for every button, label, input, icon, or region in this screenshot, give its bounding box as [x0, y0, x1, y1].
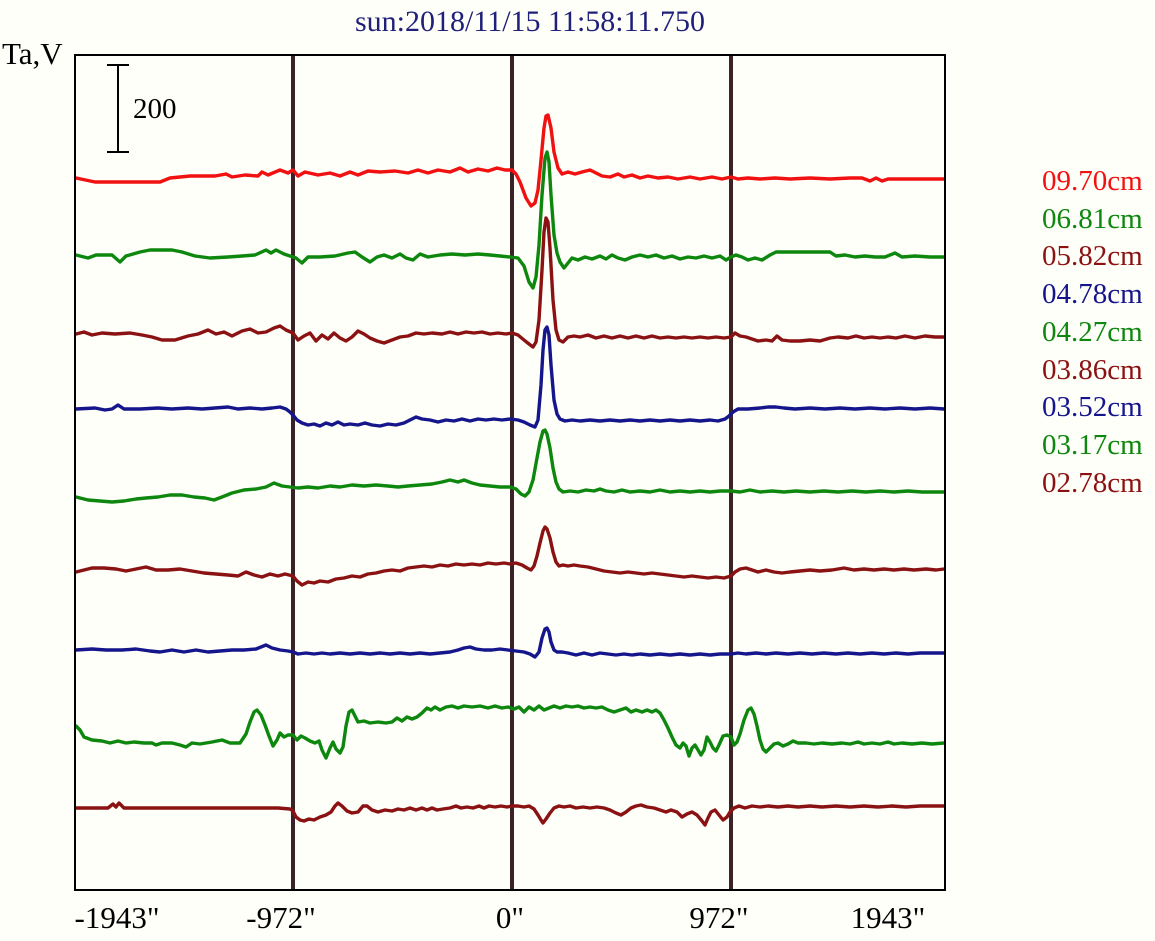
x-tick-labels: -1943" -972" 0" 972" 1943"	[0, 900, 1155, 940]
x-tick-label: -972"	[246, 900, 316, 935]
trace-03.86cm	[74, 525, 946, 587]
legend-item-03.86cm: 03.86cm	[1042, 353, 1143, 386]
trace-09.70cm	[74, 113, 946, 208]
x-tick-label: -1943"	[74, 900, 160, 935]
scale-bar-label: 200	[133, 93, 177, 125]
legend-item-02.78cm: 02.78cm	[1042, 466, 1143, 499]
x-tick-label: 1943"	[850, 900, 926, 935]
trace-02.78cm	[74, 801, 946, 827]
trace-04.78cm	[74, 325, 946, 429]
legend-item-04.27cm: 04.27cm	[1042, 315, 1143, 348]
trace-03.52cm	[74, 626, 946, 659]
y-axis-label: Ta,V	[2, 36, 63, 71]
legend: 09.70cm 06.81cm 05.82cm 04.78cm 04.27cm 03.86…	[1042, 163, 1143, 502]
legend-item-04.78cm: 04.78cm	[1042, 278, 1143, 311]
trace-04.27cm	[74, 428, 946, 504]
legend-item-05.82cm: 05.82cm	[1042, 240, 1143, 273]
x-tick-label: 972"	[689, 900, 749, 935]
trace-06.81cm	[74, 150, 946, 290]
chart-title: sun:2018/11/15 11:58:11.750	[354, 5, 705, 38]
legend-item-03.17cm: 03.17cm	[1042, 428, 1143, 461]
x-tick-label: 0"	[495, 900, 525, 935]
trace-03.17cm	[74, 704, 946, 760]
trace-05.82cm	[74, 216, 946, 349]
legend-item-09.70cm: 09.70cm	[1042, 165, 1143, 197]
legend-item-06.81cm: 06.81cm	[1042, 202, 1143, 235]
legend-item-03.52cm: 03.52cm	[1042, 391, 1143, 424]
plot-border	[74, 54, 946, 891]
